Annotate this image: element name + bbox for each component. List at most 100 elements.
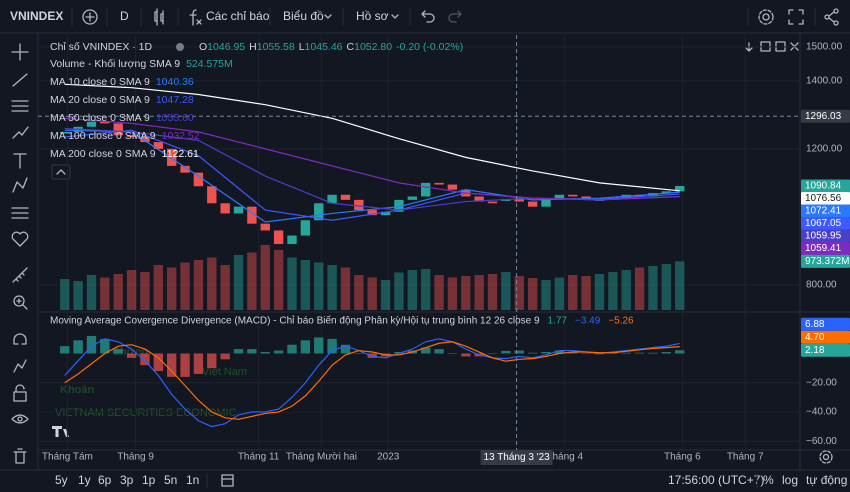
macd-value-label: 2.18 <box>805 345 825 356</box>
candle-body <box>207 186 217 204</box>
zoom-tool[interactable] <box>13 295 28 310</box>
brush-tool[interactable] <box>12 126 29 139</box>
price-label-box <box>801 179 850 193</box>
delete-tool[interactable] <box>13 448 27 464</box>
macd-histogram-bar <box>648 352 658 354</box>
symbol[interactable]: VNINDEX <box>10 9 63 23</box>
y-tick-label: −60.00 <box>806 436 837 447</box>
candle-body <box>180 165 190 173</box>
volume-label: 973.372M <box>805 256 849 267</box>
volume-bar <box>501 272 511 310</box>
stay-drawing-tool[interactable] <box>13 359 27 373</box>
macd-histogram-bar <box>314 337 324 354</box>
candle-body <box>233 206 244 214</box>
share-button[interactable] <box>824 8 839 26</box>
volume-bar <box>167 267 177 310</box>
candle-body <box>126 135 137 137</box>
range-button[interactable]: 5n <box>164 473 177 487</box>
favorites-tool[interactable] <box>11 231 29 247</box>
volume-bar <box>126 270 137 310</box>
macd-legend-value: −3.49 <box>575 316 601 327</box>
price-label-box <box>801 216 850 230</box>
range-button[interactable]: 3p <box>120 473 134 487</box>
volume-bar <box>581 276 591 310</box>
price-label-box <box>801 241 850 255</box>
ohlc-key: C <box>347 41 355 53</box>
lock-tool[interactable] <box>13 384 27 402</box>
y-tick-label: 1200.00 <box>806 144 843 155</box>
percent-toggle[interactable]: % <box>763 473 774 487</box>
range-button[interactable]: 5y <box>55 473 68 487</box>
date-range-button[interactable] <box>221 474 234 487</box>
chart-style-button[interactable] <box>154 8 164 26</box>
volume-bar <box>73 281 83 310</box>
range-button[interactable]: 6p <box>98 473 112 487</box>
volume-layer <box>60 245 685 310</box>
interval[interactable]: D <box>120 9 129 23</box>
macd-histogram-bar <box>73 340 83 354</box>
volume-label-box <box>801 254 850 268</box>
time-axis-settings[interactable] <box>819 450 833 464</box>
candle-body <box>153 142 163 149</box>
macd-histogram-bar <box>501 350 511 354</box>
volume-bar <box>514 276 524 310</box>
macd-histogram-bar <box>233 349 244 354</box>
x-tick-label: Tháng 9 <box>117 452 154 463</box>
settings-button[interactable] <box>758 9 774 25</box>
undo-button[interactable] <box>421 10 435 23</box>
macd-histogram-bar <box>260 352 270 354</box>
range-button[interactable]: 1p <box>142 473 156 487</box>
macd-title: Moving Average Covergence Divergence (MA… <box>50 315 540 327</box>
profile-button[interactable]: Hồ sơ <box>356 9 389 23</box>
magnet-tool[interactable] <box>13 333 27 345</box>
candle-body <box>287 235 297 245</box>
indicators-icon[interactable] <box>189 9 202 26</box>
ohlc-legend: O1046.95 H1055.58 L1045.46 C1052.80 -0.20 (-… <box>199 41 463 53</box>
volume-bar <box>594 274 605 310</box>
legend-toggle-icon <box>56 169 66 175</box>
measure-tool[interactable] <box>12 267 28 283</box>
crosshair-tool[interactable] <box>11 43 29 61</box>
redo-button[interactable] <box>448 10 462 23</box>
hide-tool[interactable] <box>11 414 29 424</box>
candle-body <box>140 136 150 143</box>
macd-histogram-bar <box>153 353 163 372</box>
macd-histogram-bar <box>434 349 444 354</box>
volume-bar <box>113 274 123 310</box>
log-toggle[interactable]: log <box>782 473 798 487</box>
clock[interactable]: 17:56:00 (UTC+7) <box>668 473 764 487</box>
macd-histogram-bar <box>247 349 257 354</box>
pattern-tool[interactable] <box>12 177 28 193</box>
macd-histogram-bar <box>554 350 565 354</box>
indicators-button[interactable]: Các chỉ báo <box>206 9 270 23</box>
legend-value: 1047.28 <box>156 94 194 106</box>
candle-body <box>247 206 257 224</box>
range-button[interactable]: 1n <box>186 473 199 487</box>
price-label-box <box>801 204 850 218</box>
top-toolbar: VNINDEX D Các chỉ báo Biểu đồ Hồ sơ <box>0 8 850 34</box>
macd-histogram-bar <box>300 340 311 354</box>
prediction-tool[interactable] <box>11 207 29 219</box>
chevron <box>324 14 332 19</box>
ohlc-key: O <box>199 41 207 53</box>
candle-body <box>273 230 284 245</box>
macd-histogram-bar <box>86 335 97 354</box>
macd-histogram-bar <box>220 353 230 360</box>
range-button[interactable]: 1y <box>78 473 91 487</box>
chart-type-button[interactable]: Biểu đồ <box>283 9 324 23</box>
macd-histogram-bar <box>126 353 137 358</box>
crosshair-price-label: 1296.03 <box>805 111 842 122</box>
legend-label: MA 10 close 0 SMA 9 <box>50 76 150 88</box>
add-symbol-button[interactable] <box>82 9 98 25</box>
macd-value-label-box <box>801 343 850 357</box>
text-tool[interactable] <box>13 153 27 169</box>
fib-tool[interactable] <box>11 100 29 112</box>
volume-bar <box>207 257 217 310</box>
legend-toggle[interactable] <box>51 164 71 180</box>
candle-body <box>260 223 270 231</box>
macd-legend-value: −5.26 <box>608 316 634 327</box>
macd-histogram-bar <box>634 352 645 354</box>
fullscreen-button[interactable] <box>788 9 804 25</box>
trend-line-tool[interactable] <box>12 73 28 87</box>
auto-toggle[interactable]: tự động <box>806 473 847 487</box>
